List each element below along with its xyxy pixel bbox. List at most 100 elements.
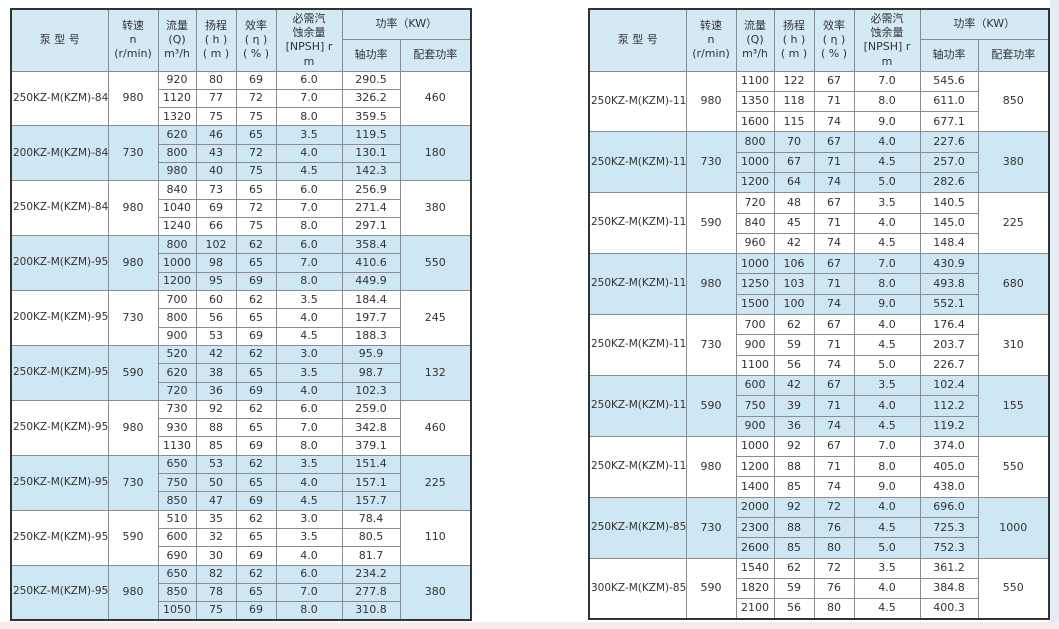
- efficiency-cell-line: 69: [249, 274, 263, 288]
- npsh-cell: 7.0: [275, 198, 343, 218]
- npsh-cell-line: 6.0: [300, 567, 318, 581]
- table-row: 750 39 71 4.0 112.2: [589, 395, 1049, 417]
- npsh-cell: 4.0: [853, 577, 921, 600]
- flow-cell-line: 650: [166, 457, 188, 471]
- model-cell-line: 300KZ-M(KZM)-85A: [591, 581, 686, 594]
- efficiency-cell: 62: [235, 399, 277, 420]
- table-row: 1100 56 74 5.0 226.7: [589, 354, 1049, 376]
- table-row: 250KZ-M(KZM)-95A 590 520 42 62 3.0 95.9 132: [10, 344, 472, 401]
- efficiency-cell-line: 65: [249, 530, 263, 544]
- efficiency-cell-line: 65: [249, 310, 263, 324]
- flow-cell-line: 730: [166, 402, 188, 416]
- head-cell: 62: [773, 314, 815, 336]
- head-cell: 102: [195, 235, 237, 255]
- speed-cell: 980: [685, 435, 737, 498]
- efficiency-cell: 71: [813, 273, 855, 295]
- head-cell: 88: [773, 456, 815, 478]
- shaft-power-cell-line: 197.7: [355, 310, 387, 324]
- flow-cell: 690: [157, 546, 197, 566]
- model-cell-line: 250KZ-M(KZM)-95B: [13, 420, 108, 433]
- flow-cell-line: 840: [744, 216, 766, 230]
- head-cell-line: 88: [787, 459, 801, 473]
- shaft-power-cell: 184.4: [341, 290, 401, 310]
- flow-cell-line: 800: [166, 310, 188, 324]
- flow-cell: 1350: [735, 90, 775, 113]
- npsh-cell-line: 4.5: [878, 155, 896, 169]
- speed-cell-line: 590: [700, 216, 722, 230]
- flow-cell-line: 800: [166, 237, 188, 251]
- speed-cell-line: 730: [700, 337, 722, 351]
- header-npsh-line: [NPSH] r: [285, 40, 333, 54]
- matched-power-cell: 110: [399, 509, 472, 566]
- speed-cell: 730: [685, 314, 737, 376]
- flow-cell-line: 520: [166, 347, 188, 361]
- npsh-cell-line: 4.0: [878, 398, 896, 412]
- flow-cell-line: 650: [166, 567, 188, 581]
- efficiency-cell: 67: [813, 314, 855, 336]
- head-cell-line: 46: [209, 127, 223, 141]
- efficiency-cell: 62: [235, 564, 277, 584]
- matched-power-cell: 380: [399, 564, 472, 621]
- efficiency-cell: 69: [235, 601, 277, 621]
- head-cell: 40: [195, 161, 237, 182]
- head-cell-line: 106: [783, 256, 805, 270]
- npsh-cell-line: 4.0: [878, 317, 896, 331]
- table-row: 800 56 65 4.0 197.7: [11, 308, 471, 328]
- efficiency-cell: 69: [235, 381, 277, 401]
- shaft-power-cell: 102.3: [341, 381, 401, 401]
- shaft-power-cell: 342.8: [341, 418, 401, 438]
- header-model: 泵 型 号: [588, 8, 687, 72]
- efficiency-cell: 69: [235, 271, 277, 292]
- efficiency-cell: 74: [813, 476, 855, 498]
- npsh-cell-line: 4.0: [300, 310, 318, 324]
- speed-cell-line: 980: [122, 420, 144, 434]
- page-bottom-strip: [0, 622, 1059, 629]
- efficiency-cell-line: 72: [249, 201, 263, 215]
- matched-power-cell-line: 680: [1002, 276, 1024, 290]
- head-cell: 92: [773, 435, 815, 458]
- model-cell-line: 250KZ-M(KZM)-115C: [591, 459, 686, 472]
- shaft-power-cell: 611.0: [919, 90, 979, 113]
- head-cell: 64: [773, 171, 815, 194]
- shaft-power-cell: 677.1: [919, 111, 979, 133]
- flow-cell: 1000: [735, 435, 775, 458]
- shaft-power-cell: 282.6: [919, 171, 979, 194]
- header-npsh-line: 必需汽: [292, 11, 326, 25]
- header-model: 泵 型 号: [10, 8, 109, 72]
- head-cell-line: 88: [787, 520, 801, 534]
- flow-cell-line: 800: [744, 134, 766, 148]
- shaft-power-cell-line: 157.7: [355, 493, 387, 507]
- efficiency-cell: 65: [235, 527, 277, 548]
- header-flow-line: 流量: [744, 18, 766, 32]
- shaft-power-cell-line: 80.5: [358, 530, 384, 544]
- efficiency-cell-line: 62: [249, 567, 263, 581]
- shaft-power-cell: 157.7: [341, 491, 401, 511]
- shaft-power-cell-line: 545.6: [933, 74, 965, 87]
- npsh-cell-line: 3.0: [300, 512, 318, 526]
- flow-cell: 700: [735, 314, 775, 336]
- shaft-power-cell-line: 361.2: [933, 561, 965, 575]
- head-cell-line: 77: [209, 91, 223, 105]
- table-row: 250KZ-M(KZM)-115B 730 700 62 67 4.0 176.4 310: [588, 314, 1050, 376]
- header-npsh-line: 蚀余量: [870, 25, 904, 39]
- efficiency-cell-line: 72: [827, 561, 841, 575]
- efficiency-cell: 67: [813, 435, 855, 458]
- table-row: 1350 118 71 8.0 611.0: [589, 90, 1049, 113]
- speed-cell: 590: [685, 557, 737, 620]
- head-cell: 59: [773, 577, 815, 600]
- flow-cell-line: 1540: [741, 561, 769, 575]
- head-cell-line: 42: [787, 236, 801, 250]
- efficiency-cell: 69: [235, 326, 277, 346]
- npsh-cell: 4.5: [275, 326, 343, 346]
- matched-power-cell: 550: [977, 435, 1050, 498]
- flow-cell: 980: [157, 161, 197, 182]
- header-speed-line: n: [707, 33, 715, 47]
- npsh-cell-line: 8.0: [878, 94, 896, 108]
- shaft-power-cell-line: 493.8: [933, 276, 965, 290]
- npsh-cell: 9.0: [853, 111, 921, 133]
- npsh-cell: 4.5: [853, 232, 921, 255]
- head-cell: 59: [773, 334, 815, 356]
- efficiency-cell-line: 67: [827, 195, 841, 209]
- flow-cell-line: 900: [744, 337, 766, 351]
